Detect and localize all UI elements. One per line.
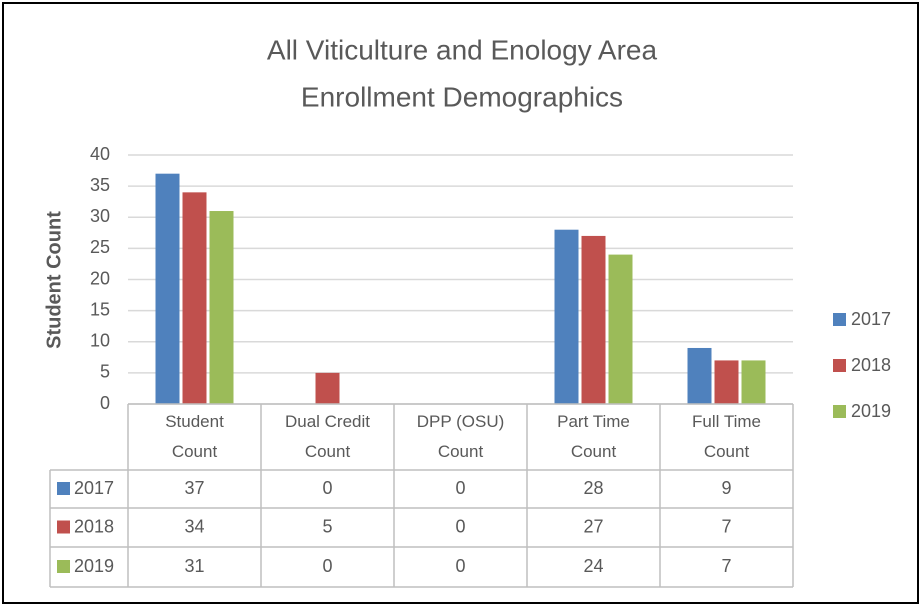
chart-subtitle: Enrollment Demographics [301,81,623,112]
bar [209,211,234,404]
x-tick-label: Student Count [165,412,224,461]
y-tick-label: 5 [100,362,110,382]
legend-label: 2019 [851,401,891,421]
chart-title: All Viticulture and Enology Area [267,34,658,65]
legend-label: 2018 [851,355,891,375]
table-cell: 5 [322,516,332,536]
category-cell: Full Time Count [692,412,761,461]
table-cell: 31 [184,556,204,576]
y-tick-label: 20 [90,268,110,288]
bar [155,173,180,404]
bar [741,360,766,404]
bar [581,235,606,404]
bar [182,192,207,404]
x-tick-label: Part Time Count [557,412,630,461]
table-cell: 0 [455,478,465,498]
legend-key [833,405,846,418]
y-tick-label: 15 [90,299,110,319]
category-cell: Student Count [165,412,224,461]
table-cell: 0 [322,478,332,498]
table-cell: 9 [721,478,731,498]
legend-key [833,359,846,372]
table-row-label: 2019 [74,556,114,576]
table-legend-key [57,482,70,495]
table-cell: 7 [721,516,731,536]
table-cell: 7 [721,556,731,576]
y-tick-label: 30 [90,206,110,226]
bar [687,347,712,404]
category-cell: DPP (OSU) Count [416,412,505,461]
table-cell: 0 [455,516,465,536]
y-axis-label: Student Count [43,211,65,349]
y-tick-label: 10 [90,331,110,351]
x-tick-label: Dual Credit Count [284,412,371,461]
bar [608,254,633,404]
y-tick-label: 0 [100,393,110,413]
bar [554,229,579,404]
table-legend-key [57,560,70,573]
table-cell: 0 [455,556,465,576]
bar [315,372,340,404]
bar [714,360,739,404]
table-cell: 34 [184,516,204,536]
table-cell: 24 [583,556,603,576]
table-row-label: 2018 [74,516,114,536]
table-cell: 27 [583,516,603,536]
table-cell: 0 [322,556,332,576]
table-row-label: 2017 [74,478,114,498]
legend-key [833,313,846,326]
category-cell: Dual Credit Count [284,412,371,461]
y-tick-label: 25 [90,237,110,257]
table-legend-key [57,520,70,534]
x-tick-label: DPP (OSU) Count [416,412,505,461]
y-tick-label: 35 [90,175,110,195]
category-cell: Part Time Count [557,412,630,461]
table-cell: 37 [184,478,204,498]
table-cell: 28 [583,478,603,498]
x-tick-label: Full Time Count [692,412,761,461]
y-tick-label: 40 [90,144,110,164]
legend-label: 2017 [851,309,891,329]
